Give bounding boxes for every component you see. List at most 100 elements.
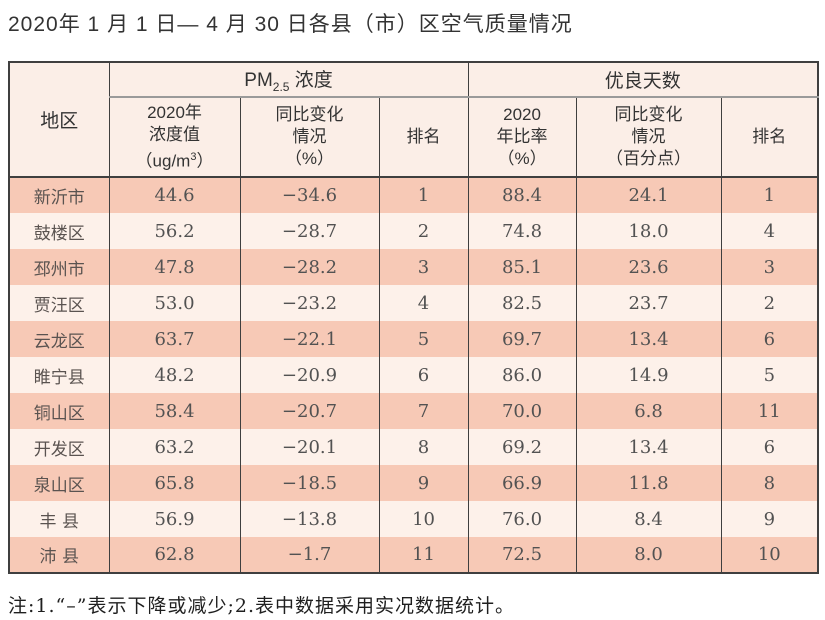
good-change-cell: 24.1 [575, 176, 722, 213]
good-ratio-cell: 69.2 [467, 429, 577, 465]
air-quality-table: 地区 PM2.5 浓度 优良天数 2020年 浓度值 （ug/m3） 同比变化 … [8, 61, 820, 574]
good-ratio-cell: 69.7 [467, 321, 577, 357]
pm-rank-cell: 7 [378, 393, 469, 429]
pm-value-cell: 56.9 [108, 501, 241, 537]
pm-change-cell: −22.1 [239, 321, 380, 357]
pm-value-cell: 56.2 [108, 213, 241, 249]
region-cell: 泉山区 [8, 465, 110, 501]
region-cell: 云龙区 [8, 321, 110, 357]
region-cell: 鼓楼区 [8, 213, 110, 249]
pm-change-cell: −20.7 [239, 393, 380, 429]
pm-rank-cell: 1 [378, 176, 469, 213]
header-good-ratio: 2020 年比率 （%） [467, 97, 577, 177]
good-change-cell: 6.8 [575, 393, 722, 429]
good-rank-cell: 3 [720, 249, 819, 285]
cubic-superscript: 3 [190, 150, 197, 163]
pm-rank-cell: 10 [378, 501, 469, 537]
header-good-rank: 排名 [720, 97, 819, 177]
table-row: 泉山区 65.8 −18.5 9 66.9 11.8 8 [8, 465, 819, 501]
region-cell: 开发区 [8, 429, 110, 465]
table-row: 铜山区 58.4 −20.7 7 70.0 6.8 11 [8, 393, 819, 429]
pm25-label-rest: 浓度 [289, 70, 333, 92]
good-ratio-cell: 70.0 [467, 393, 577, 429]
pm-rank-cell: 11 [378, 537, 469, 573]
region-cell: 睢宁县 [8, 357, 110, 393]
pm-change-cell: −34.6 [239, 176, 380, 213]
good-ratio-cell: 74.8 [467, 213, 577, 249]
good-rank-cell: 5 [720, 357, 819, 393]
table-row: 睢宁县 48.2 −20.9 6 86.0 14.9 5 [8, 357, 819, 393]
region-cell: 铜山区 [8, 393, 110, 429]
good-rank-cell: 4 [720, 213, 819, 249]
good-ratio-cell: 85.1 [467, 249, 577, 285]
pm-change-cell: −20.1 [239, 429, 380, 465]
good-rank-cell: 6 [720, 321, 819, 357]
pm-rank-cell: 2 [378, 213, 469, 249]
pm-change-cell: −28.7 [239, 213, 380, 249]
pm-change-cell: −20.9 [239, 357, 380, 393]
pm-rank-cell: 5 [378, 321, 469, 357]
pm-value-cell: 53.0 [108, 285, 241, 321]
good-ratio-cell: 88.4 [467, 176, 577, 213]
table-body: 新沂市 44.6 −34.6 1 88.4 24.1 1 鼓楼区 56.2 −2… [8, 176, 819, 573]
good-change-cell: 13.4 [575, 429, 722, 465]
pm-rank-cell: 8 [378, 429, 469, 465]
good-rank-cell: 11 [720, 393, 819, 429]
good-change-cell: 23.7 [575, 285, 722, 321]
pm-rank-cell: 4 [378, 285, 469, 321]
pm25-subscript: 2.5 [272, 79, 290, 94]
pm-value-cell: 47.8 [108, 249, 241, 285]
pm25-label-base: PM [244, 70, 273, 92]
good-ratio-cell: 66.9 [467, 465, 577, 501]
good-ratio-cell: 82.5 [467, 285, 577, 321]
pm-change-cell: −13.8 [239, 501, 380, 537]
table-row: 云龙区 63.7 −22.1 5 69.7 13.4 6 [8, 321, 819, 357]
region-cell: 沛 县 [8, 537, 110, 573]
good-rank-cell: 1 [720, 176, 819, 213]
good-ratio-cell: 76.0 [467, 501, 577, 537]
region-cell: 贾汪区 [8, 285, 110, 321]
pm-change-cell: −28.2 [239, 249, 380, 285]
table-row: 沛 县 62.8 −1.7 11 72.5 8.0 10 [8, 537, 819, 573]
header-pm25-group: PM2.5 浓度 [108, 62, 469, 98]
good-change-cell: 18.0 [575, 213, 722, 249]
pm-rank-cell: 3 [378, 249, 469, 285]
pm-change-cell: −1.7 [239, 537, 380, 573]
table-row: 邳州市 47.8 −28.2 3 85.1 23.6 3 [8, 249, 819, 285]
good-change-cell: 8.4 [575, 501, 722, 537]
pm-value-cell: 65.8 [108, 465, 241, 501]
good-change-cell: 11.8 [575, 465, 722, 501]
pm-value-cell: 44.6 [108, 176, 241, 213]
region-cell: 新沂市 [8, 176, 110, 213]
table-header: 地区 PM2.5 浓度 优良天数 2020年 浓度值 （ug/m3） 同比变化 … [8, 62, 819, 177]
pm-value-cell: 58.4 [108, 393, 241, 429]
pm-value-cell: 48.2 [108, 357, 241, 393]
good-change-cell: 8.0 [575, 537, 722, 573]
table-row: 鼓楼区 56.2 −28.7 2 74.8 18.0 4 [8, 213, 819, 249]
table-row: 开发区 63.2 −20.1 8 69.2 13.4 6 [8, 429, 819, 465]
header-pm-value: 2020年 浓度值 （ug/m3） [108, 97, 241, 177]
table-row: 丰 县 56.9 −13.8 10 76.0 8.4 9 [8, 501, 819, 537]
header-good-change: 同比变化 情况 （百分点） [575, 97, 722, 177]
region-cell: 丰 县 [8, 501, 110, 537]
good-ratio-cell: 72.5 [467, 537, 577, 573]
pm-value-cell: 63.2 [108, 429, 241, 465]
footnote: 注:1.“–”表示下降或减少;2.表中数据采用实况数据统计。 [8, 595, 515, 617]
region-cell: 邳州市 [8, 249, 110, 285]
header-gooddays-group: 优良天数 [467, 62, 819, 98]
pm-change-cell: −23.2 [239, 285, 380, 321]
pm-rank-cell: 6 [378, 357, 469, 393]
pm-rank-cell: 9 [378, 465, 469, 501]
header-pm-rank: 排名 [378, 97, 469, 177]
good-rank-cell: 8 [720, 465, 819, 501]
good-rank-cell: 10 [720, 537, 819, 573]
good-rank-cell: 2 [720, 285, 819, 321]
pm-value-cell: 63.7 [108, 321, 241, 357]
pm-change-cell: −18.5 [239, 465, 380, 501]
good-change-cell: 14.9 [575, 357, 722, 393]
pm-value-cell: 62.8 [108, 537, 241, 573]
table-row: 贾汪区 53.0 −23.2 4 82.5 23.7 2 [8, 285, 819, 321]
good-ratio-cell: 86.0 [467, 357, 577, 393]
header-pm-change: 同比变化 情况 （%） [239, 97, 380, 177]
